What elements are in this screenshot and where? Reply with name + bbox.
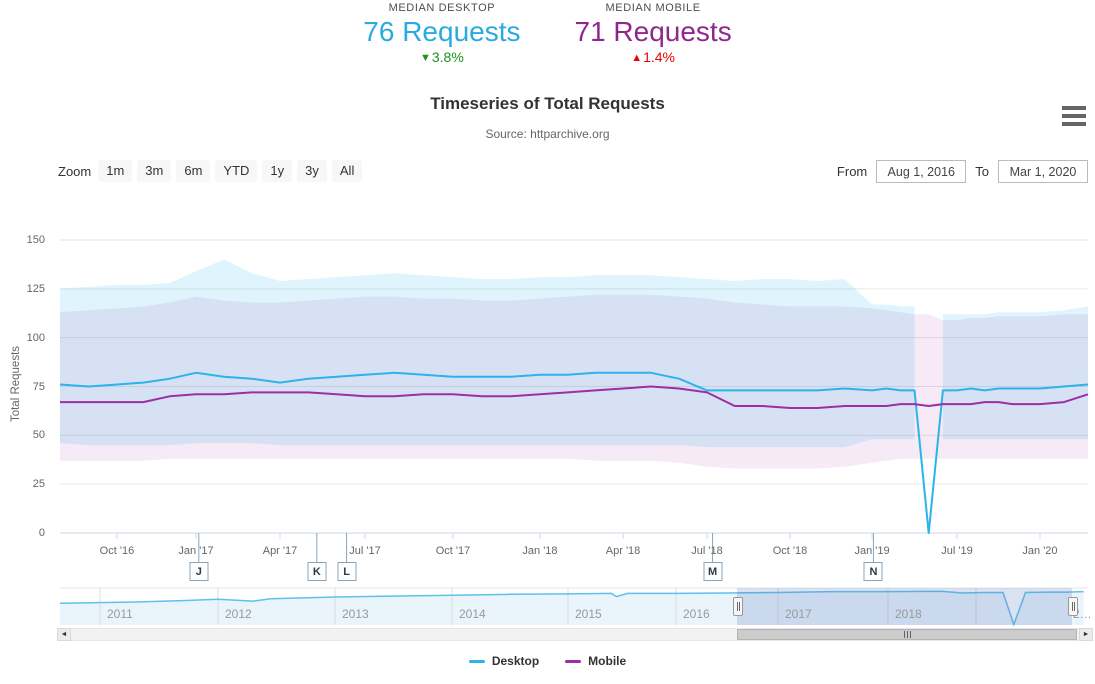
scrollbar-thumb[interactable] — [737, 629, 1077, 640]
to-date-input[interactable] — [998, 160, 1088, 183]
median-mobile-label: MEDIAN MOBILE — [605, 2, 701, 14]
zoom-button-all[interactable]: All — [331, 160, 363, 182]
zoom-button-1m[interactable]: 1m — [98, 160, 133, 182]
chart-subtitle: Source: httparchive.org — [485, 127, 610, 141]
median-mobile-delta: ▲1.4% — [575, 49, 732, 65]
navigator-left-handle[interactable] — [733, 597, 743, 616]
event-flag-l[interactable]: L — [337, 562, 357, 581]
navigator-right-handle[interactable] — [1068, 597, 1078, 616]
zoom-button-group: Zoom 1m 3m 6m YTD 1y 3y All — [58, 160, 363, 182]
zoom-button-ytd[interactable]: YTD — [215, 160, 258, 182]
chart-plot-area[interactable] — [60, 240, 1088, 533]
x-axis-label: Oct '18 — [772, 545, 808, 557]
date-range-group: From To — [837, 160, 1088, 183]
y-axis-label-150: 150 — [26, 234, 45, 246]
y-axis-label-0: 0 — [38, 527, 45, 539]
chart-menu-icon[interactable] — [1062, 106, 1086, 126]
x-axis-label: Jan '19 — [854, 545, 890, 557]
y-axis-label-75: 75 — [32, 380, 45, 393]
scrollbar-right-arrow-icon[interactable]: ► — [1079, 628, 1093, 641]
x-axis-label: Jul '18 — [691, 545, 723, 557]
zoom-button-3m[interactable]: 3m — [137, 160, 172, 182]
zoom-buttons: 1m 3m 6m YTD 1y 3y All — [98, 160, 363, 182]
y-axis-label-100: 100 — [26, 331, 45, 344]
x-axis-label: Jan '17 — [178, 545, 214, 557]
x-axis-label: Jul '19 — [941, 545, 973, 557]
zoom-button-6m[interactable]: 6m — [176, 160, 211, 182]
median-desktop-delta-value: 3.8% — [431, 49, 464, 65]
median-mobile-stat: MEDIAN MOBILE 71 Requests ▲1.4% — [575, 2, 732, 65]
navigator-selected-range[interactable] — [737, 588, 1072, 625]
hamburger-bar — [1062, 122, 1086, 126]
y-axis-label-25: 25 — [32, 478, 45, 491]
hamburger-bar — [1062, 114, 1086, 118]
median-desktop-delta: ▼3.8% — [363, 49, 520, 65]
x-axis-label: Jan '18 — [522, 545, 558, 557]
y-axis-label-50: 50 — [32, 429, 45, 442]
y-axis-label-125: 125 — [26, 282, 45, 295]
scrollbar-left-arrow-icon[interactable]: ◄ — [57, 628, 71, 641]
navigator-year-2015: 2015 — [575, 607, 602, 621]
zoom-button-1y[interactable]: 1y — [262, 160, 293, 182]
delta-up-icon: ▲ — [631, 52, 643, 64]
navigator-year-2014: 2014 — [459, 607, 486, 621]
event-flag-j[interactable]: J — [189, 562, 209, 581]
legend-label: Mobile — [588, 654, 627, 668]
legend-line-icon — [468, 659, 485, 663]
x-axis-label: Apr '18 — [605, 545, 641, 557]
median-desktop-stat: MEDIAN DESKTOP 76 Requests ▼3.8% — [363, 2, 520, 65]
median-mobile-value: 71 Requests — [574, 16, 732, 47]
chart-title: Timeseries of Total Requests — [430, 94, 665, 113]
navigator-year-2013: 2013 — [342, 607, 369, 621]
navigator-year-2016: 2016 — [683, 607, 710, 621]
zoom-label: Zoom — [58, 163, 92, 179]
navigator-year-2017: 2017 — [785, 607, 812, 621]
x-axis-label: Apr '17 — [262, 545, 298, 557]
legend-line-icon — [565, 659, 582, 663]
legend-item-mobile[interactable]: Mobile — [565, 654, 626, 668]
from-label: From — [836, 164, 868, 179]
hamburger-bar — [1062, 106, 1086, 110]
x-axis-label: Oct '17 — [435, 545, 471, 557]
navigator-year-2012: 2012 — [225, 607, 252, 621]
event-flag-k[interactable]: K — [307, 562, 327, 581]
median-desktop-value: 76 Requests — [363, 16, 521, 47]
navigator-year-2011: 2011 — [107, 607, 133, 621]
to-label: To — [975, 164, 989, 179]
zoom-button-3y[interactable]: 3y — [297, 160, 327, 182]
median-desktop-label: MEDIAN DESKTOP — [388, 2, 496, 14]
legend: Desktop Mobile — [0, 654, 1095, 668]
median-stats-row: MEDIAN DESKTOP 76 Requests ▼3.8% MEDIAN … — [0, 2, 1095, 65]
from-date-input[interactable] — [876, 160, 967, 183]
x-axis-label: Jul '17 — [349, 545, 381, 557]
navigator-year-2018: 2018 — [895, 607, 922, 621]
legend-item-desktop[interactable]: Desktop — [468, 654, 540, 668]
x-axis-label: Jan '20 — [1022, 545, 1058, 557]
legend-label: Desktop — [491, 654, 540, 668]
event-flag-m[interactable]: M — [703, 562, 723, 581]
x-axis-label: Oct '16 — [99, 545, 135, 557]
median-mobile-delta-value: 1.4% — [643, 49, 676, 65]
delta-down-icon: ▼ — [419, 52, 431, 64]
event-flag-n[interactable]: N — [863, 562, 883, 581]
